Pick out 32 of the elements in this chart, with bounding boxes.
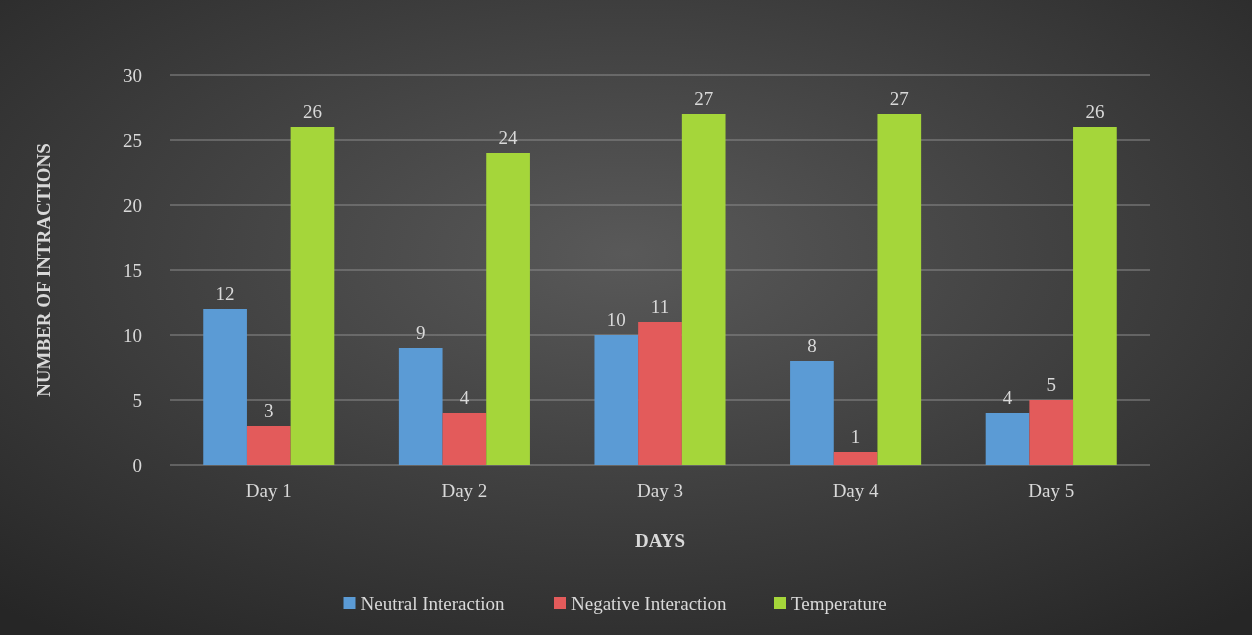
legend-label: Temperature [791, 592, 887, 614]
data-label: 26 [1085, 101, 1105, 122]
x-tick-label: Day 1 [245, 480, 292, 501]
y-axis-title: NUMBER OF INTRACTIONS [33, 143, 54, 397]
x-axis-title: DAYS [635, 530, 685, 551]
data-label: 27 [694, 88, 714, 109]
legend-label: Neutral Interaction [360, 592, 506, 614]
data-label: 5 [1046, 374, 1056, 395]
data-label: 4 [459, 387, 470, 408]
data-label: 3 [264, 400, 274, 421]
y-tick-label: 25 [123, 129, 142, 151]
y-tick-label: 15 [123, 259, 142, 281]
data-label: 11 [650, 296, 670, 317]
data-label: 12 [215, 283, 235, 304]
y-tick-label: 0 [132, 454, 142, 476]
legend-label: Negative Interaction [571, 592, 728, 614]
data-label: 10 [606, 309, 626, 330]
data-label: 8 [807, 335, 817, 356]
x-tick-label: Day 5 [1028, 480, 1075, 501]
y-tick-label: 10 [123, 324, 142, 346]
data-label: 1 [850, 426, 861, 447]
y-tick-label: 30 [123, 64, 142, 86]
data-label: 26 [302, 101, 322, 122]
x-tick-label: Day 2 [441, 480, 488, 501]
x-tick-label: Day 4 [832, 480, 880, 501]
data-label: 9 [415, 322, 426, 343]
y-tick-label: 20 [123, 194, 142, 216]
data-label: 24 [498, 127, 519, 148]
y-tick-label: 5 [132, 389, 142, 411]
x-tick-label: Day 3 [637, 480, 683, 501]
data-label: 27 [889, 88, 909, 109]
data-label: 4 [1002, 387, 1013, 408]
